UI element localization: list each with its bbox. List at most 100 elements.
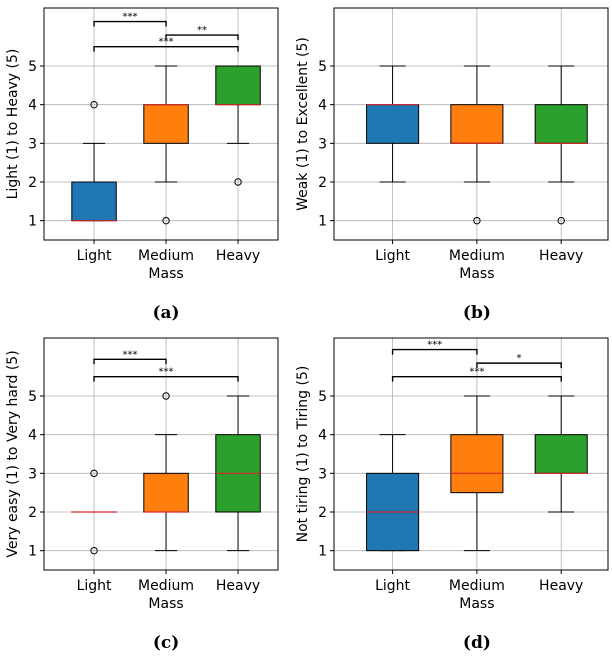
x-tick-label: Heavy <box>539 578 583 594</box>
box-body <box>534 104 588 144</box>
panel-label: (a) <box>152 303 179 323</box>
significance-bracket: *** <box>391 340 478 355</box>
box-heavy <box>215 65 261 186</box>
significance-bracket: *** <box>93 12 167 27</box>
outlier-point <box>162 392 170 400</box>
box-medium <box>143 392 189 552</box>
axes-frame <box>43 337 279 571</box>
y-tick-label: 3 <box>318 136 327 152</box>
bracket-line <box>391 375 562 382</box>
bracket-line <box>93 45 239 52</box>
y-tick-label: 1 <box>28 214 37 230</box>
significance-label: ** <box>197 25 207 36</box>
x-axis-label: Mass <box>459 266 494 282</box>
significance-bracket: *** <box>93 37 239 52</box>
x-axis-label: Mass <box>148 266 183 282</box>
box-heavy <box>534 395 588 513</box>
y-axis-label: Very easy (1) to Very hard (5) <box>5 350 21 557</box>
chart-panel-2: 1 2 3 4 5 Light Medium Heavy Mass Weak (1) to Exc… <box>295 7 609 323</box>
bracket-line <box>391 348 478 355</box>
panel-label: (b) <box>463 303 491 323</box>
outlier-point <box>234 178 242 186</box>
y-tick-label: 4 <box>28 98 37 114</box>
x-tick-label: Medium <box>138 248 194 264</box>
significance-label: *** <box>159 367 174 378</box>
significance-bracket: *** <box>391 367 562 382</box>
x-tick-label: Medium <box>138 578 194 594</box>
y-tick-label: 5 <box>28 59 37 75</box>
box-body <box>71 181 117 222</box>
y-tick-label: 5 <box>318 59 327 75</box>
x-tick-label: Light <box>375 578 410 594</box>
box-body <box>215 65 261 106</box>
y-tick-label: 5 <box>28 389 37 405</box>
y-tick-label: 1 <box>28 544 37 560</box>
box-body <box>366 104 420 144</box>
outlier-point <box>90 100 98 109</box>
y-axis-label: Weak (1) to Excellent (5) <box>295 37 311 211</box>
bracket-line <box>93 20 167 27</box>
significance-bracket: *** <box>93 349 167 365</box>
box-light <box>71 100 117 222</box>
panel-label: (c) <box>153 633 179 653</box>
y-tick-label: 2 <box>28 175 37 191</box>
x-tick-label: Heavy <box>539 248 583 264</box>
outlier-point <box>90 469 98 478</box>
box-body <box>450 434 504 494</box>
chart-panel-3: *** *** 1 2 3 4 5 Light Medium Heavy Mass Very easy… <box>5 337 279 653</box>
y-axis-label: Not tiring (1) to Tiring (5) <box>295 366 311 543</box>
box-medium <box>450 395 504 552</box>
y-tick-label: 3 <box>318 466 327 482</box>
significance-label: * <box>517 353 522 364</box>
x-tick-label: Medium <box>449 578 505 594</box>
outlier-point <box>162 216 170 225</box>
box-heavy <box>215 395 261 552</box>
box-medium <box>143 65 189 225</box>
significance-bracket: * <box>476 353 562 369</box>
x-tick-label: Light <box>77 578 112 594</box>
axes-frame <box>43 7 279 241</box>
y-tick-label: 2 <box>318 505 327 521</box>
box-light <box>71 469 117 555</box>
x-tick-label: Heavy <box>216 248 260 264</box>
bracket-line <box>93 375 239 382</box>
panel-label: (d) <box>463 633 491 653</box>
significance-label: *** <box>123 349 138 360</box>
axes-frame <box>333 7 609 241</box>
box-body <box>534 434 588 474</box>
bracket-line <box>165 34 239 41</box>
y-tick-label: 4 <box>318 98 327 114</box>
significance-bracket: ** <box>165 25 239 41</box>
box-body <box>450 104 504 144</box>
outlier-point <box>473 216 481 225</box>
y-tick-label: 3 <box>28 136 37 152</box>
outlier-point <box>557 216 565 225</box>
y-tick-label: 4 <box>318 428 327 444</box>
significance-label: *** <box>427 340 442 351</box>
x-axis-label: Mass <box>148 596 183 612</box>
box-light <box>366 65 420 183</box>
x-tick-label: Medium <box>449 248 505 264</box>
box-heavy <box>534 65 588 225</box>
x-axis-label: Mass <box>459 596 494 612</box>
significance-label: *** <box>159 37 174 48</box>
significance-bracket: *** <box>93 367 239 382</box>
box-light <box>366 434 420 552</box>
y-tick-label: 1 <box>318 544 327 560</box>
box-body <box>143 472 189 513</box>
x-tick-label: Light <box>375 248 410 264</box>
x-tick-label: Light <box>77 248 112 264</box>
significance-label: *** <box>123 12 138 23</box>
y-tick-label: 2 <box>28 505 37 521</box>
y-tick-label: 2 <box>318 175 327 191</box>
axes-frame <box>333 337 609 571</box>
significance-label: *** <box>469 367 484 378</box>
box-medium <box>450 65 504 225</box>
y-axis-label: Light (1) to Heavy (5) <box>5 49 21 200</box>
y-tick-label: 1 <box>318 214 327 230</box>
outlier-point <box>90 546 98 555</box>
bracket-line <box>476 362 562 369</box>
